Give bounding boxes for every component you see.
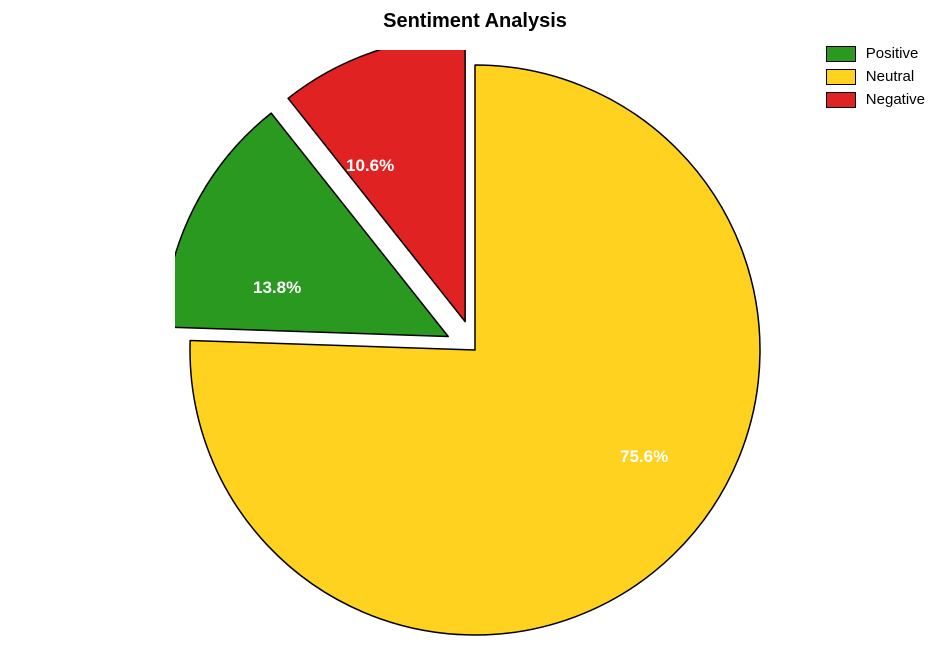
- pie-chart: [175, 50, 775, 650]
- legend-swatch: [826, 69, 856, 85]
- legend-item-neutral: Neutral: [826, 68, 925, 85]
- legend-label: Negative: [866, 91, 925, 108]
- slice-label-neutral: 75.6%: [620, 447, 668, 467]
- legend-label: Neutral: [866, 68, 914, 85]
- slice-label-negative: 10.6%: [346, 156, 394, 176]
- legend: Positive Neutral Negative: [826, 45, 925, 108]
- legend-swatch: [826, 92, 856, 108]
- chart-title: Sentiment Analysis: [383, 10, 567, 33]
- legend-swatch: [826, 46, 856, 62]
- legend-label: Positive: [866, 45, 919, 62]
- legend-item-negative: Negative: [826, 91, 925, 108]
- slice-label-positive: 13.8%: [253, 278, 301, 298]
- legend-item-positive: Positive: [826, 45, 925, 62]
